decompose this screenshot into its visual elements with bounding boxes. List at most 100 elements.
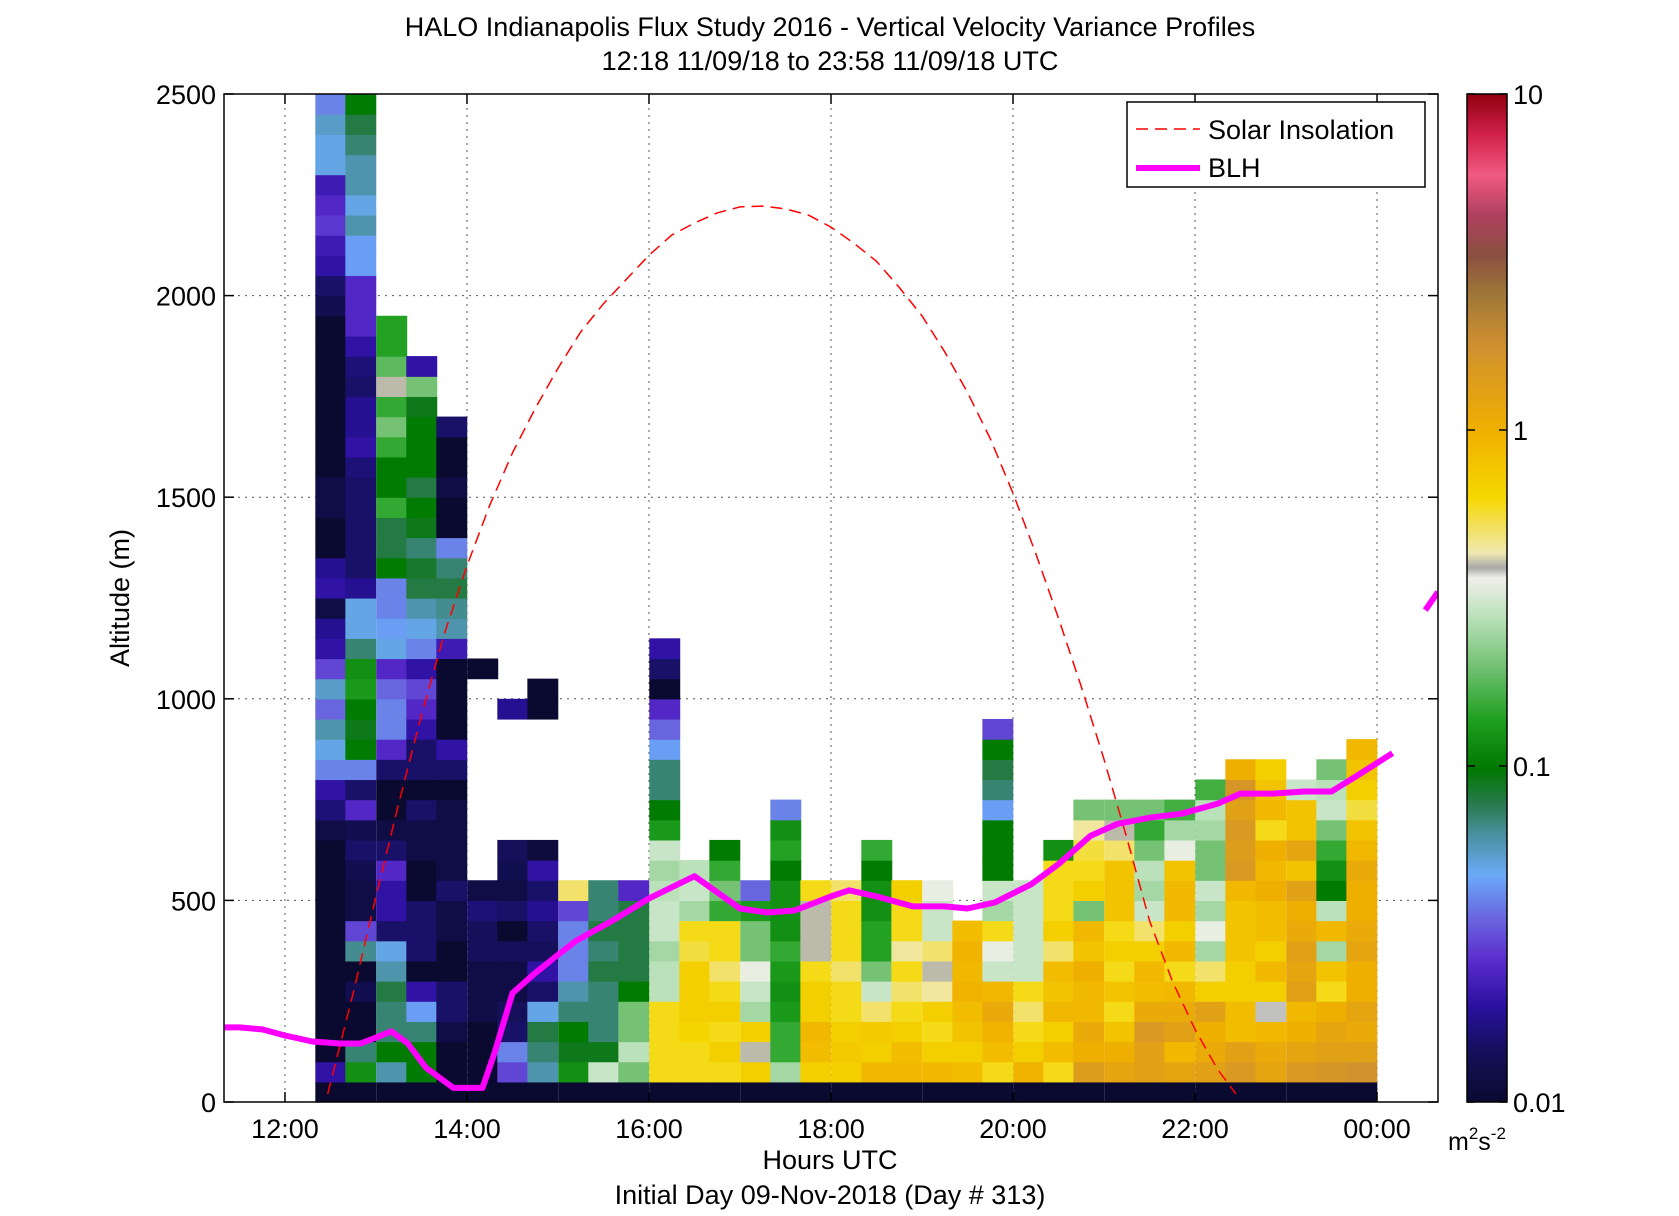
heatmap-cell: [406, 456, 438, 478]
heatmap-cell: [831, 940, 863, 962]
heatmap-cell: [831, 1061, 863, 1083]
heatmap-cell: [345, 376, 377, 397]
heatmap-cell: [1255, 759, 1287, 781]
heatmap-cell: [315, 759, 347, 781]
x-axis-ticks: 12:00 14:00 16:00 18:00 20:00 22:00 00:00: [251, 94, 1411, 1144]
heatmap-cell: [982, 759, 1014, 781]
y-tick-label: 1000: [156, 685, 216, 715]
heatmap-cell: [406, 960, 438, 982]
heatmap-cell: [527, 860, 559, 881]
y-tick-label: 500: [171, 886, 216, 916]
heatmap-cell: [1316, 759, 1348, 781]
heatmap-cell: [1104, 1061, 1136, 1083]
heatmap-cell: [1255, 819, 1287, 841]
heatmap-cell: [376, 577, 408, 599]
heatmap-cell: [649, 1041, 681, 1063]
heatmap-cell: [770, 1001, 802, 1022]
heatmap-cell: [345, 396, 377, 418]
heatmap-cell: [406, 1001, 438, 1022]
heatmap-cell: [1225, 1021, 1257, 1043]
x-axis-label: Hours UTC: [762, 1145, 897, 1175]
heatmap-cell: [861, 900, 893, 922]
heatmap-cell: [709, 1081, 741, 1102]
heatmap-cell: [1286, 1081, 1318, 1102]
heatmap-cell: [345, 1021, 377, 1043]
heatmap-cell: [679, 1061, 711, 1083]
heatmap-cell: [1195, 819, 1227, 841]
heatmap-cell: [922, 1001, 954, 1022]
heatmap-cell: [922, 981, 954, 1002]
heatmap-cell: [679, 1041, 711, 1063]
heatmap-cell: [1134, 940, 1166, 962]
heatmap-cell: [982, 1041, 1014, 1063]
heatmap-cell: [709, 960, 741, 982]
heatmap-cell: [376, 799, 408, 821]
heatmap-cell: [527, 920, 559, 942]
heatmap-cell: [1043, 960, 1075, 982]
heatmap-cell: [1316, 1061, 1348, 1083]
heatmap-cell: [1255, 960, 1287, 982]
colorbar-tick-label: 10: [1513, 80, 1543, 110]
heatmap-cell: [315, 235, 347, 256]
heatmap-cell: [800, 1021, 832, 1043]
heatmap-cell: [315, 154, 347, 176]
heatmap-cell: [861, 839, 893, 861]
heatmap-cell: [315, 255, 347, 277]
heatmap-cell: [376, 477, 408, 498]
heatmap-cell: [406, 698, 438, 720]
heatmap-cell: [345, 1061, 377, 1083]
heatmap-cell: [770, 940, 802, 962]
heatmap-cell: [1286, 839, 1318, 861]
heatmap-cell: [922, 940, 954, 962]
heatmap-cell: [345, 134, 377, 156]
heatmap-cell: [649, 658, 681, 680]
heatmap-cell: [345, 335, 377, 357]
heatmap-cell: [770, 1081, 802, 1102]
heatmap-cell: [679, 920, 711, 942]
heatmap-cell: [376, 396, 408, 418]
heatmap-cell: [376, 718, 408, 740]
colorbar: 0.01 0.1 1 10 m2s-2: [1448, 80, 1566, 1156]
colorbar-unit-sup2: -2: [1491, 1124, 1506, 1143]
heatmap-cell: [436, 1041, 468, 1063]
x-tick-label: 14:00: [433, 1114, 501, 1144]
heatmap-cell: [1316, 799, 1348, 821]
heatmap-cell: [558, 900, 590, 922]
heatmap-cell: [679, 1081, 711, 1102]
heatmap-cell: [345, 940, 377, 962]
heatmap-cell: [1073, 1061, 1105, 1083]
heatmap-cell: [800, 1041, 832, 1063]
colorbar-frame: [1466, 93, 1508, 1103]
heatmap-cell: [406, 900, 438, 922]
heatmap-cell: [649, 839, 681, 861]
heatmap-cell: [618, 1001, 650, 1022]
colorbar-unit: m2s-2: [1448, 1124, 1506, 1156]
heatmap-cell: [649, 819, 681, 841]
heatmap-cell: [891, 1041, 923, 1063]
heatmap-cell: [740, 1081, 772, 1102]
heatmap-cell: [436, 920, 468, 942]
heatmap-cell: [709, 1021, 741, 1043]
heatmap-cell: [1316, 1081, 1348, 1102]
heatmap-cell: [1134, 1061, 1166, 1083]
heatmap-cell: [406, 517, 438, 539]
heatmap-cell: [770, 1021, 802, 1043]
heatmap-cell: [770, 960, 802, 982]
heatmap-cell: [1346, 920, 1378, 942]
heatmap-cell: [1225, 860, 1257, 881]
heatmap-cell: [588, 920, 620, 942]
heatmap-cell: [1195, 940, 1227, 962]
heatmap-cell: [1013, 1061, 1045, 1083]
heatmap-cell: [376, 456, 408, 478]
heatmap-cell: [1043, 981, 1075, 1002]
heatmap-cell: [436, 799, 468, 821]
heatmap-cell: [436, 981, 468, 1002]
heatmap-cell: [770, 920, 802, 942]
heatmap-cell: [649, 638, 681, 660]
heatmap-cell: [436, 860, 468, 881]
heatmap-cell: [1134, 1041, 1166, 1063]
colorbar-tick-label: 0.1: [1513, 752, 1551, 782]
heatmap-cell: [1346, 960, 1378, 982]
heatmap-cell: [315, 598, 347, 619]
heatmap-cell: [1195, 1041, 1227, 1063]
